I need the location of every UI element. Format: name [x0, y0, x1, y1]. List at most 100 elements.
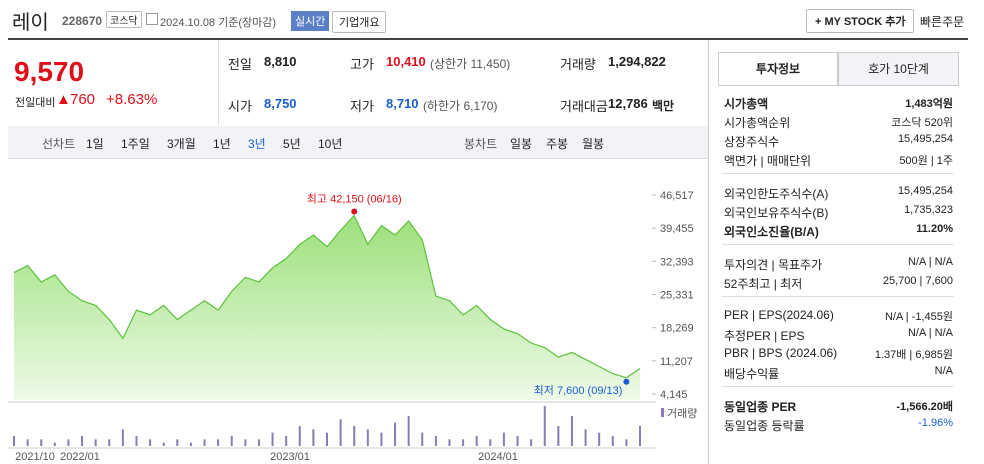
company-button[interactable]: 기업개요 — [332, 11, 387, 33]
volume-bar — [394, 422, 397, 446]
y-tick-label: 11,207 — [660, 356, 693, 368]
volume-bar — [380, 432, 383, 446]
candle-option[interactable]: 일봉 — [510, 137, 533, 151]
period-option[interactable]: 1년 — [213, 137, 231, 151]
period-option[interactable]: 1일 — [86, 137, 104, 151]
volume-bar — [203, 439, 206, 446]
market-badge: 코스닥 — [106, 11, 142, 28]
y-tick-label: 39,455 — [660, 223, 694, 235]
candle-option[interactable]: 월봉 — [582, 137, 605, 151]
line-chart-label: 선차트 — [42, 137, 76, 151]
volume-bar — [257, 439, 260, 446]
volume-bar — [639, 426, 641, 446]
volume-bar — [502, 432, 505, 446]
stat-value: 12,786 — [608, 96, 648, 111]
volume-bar — [285, 436, 288, 446]
volume-bar — [298, 426, 301, 446]
info-value: 1.37배 | 6,985원 — [874, 349, 953, 361]
volume-bar — [570, 416, 573, 446]
volume-bar — [244, 439, 247, 446]
volume-bar — [353, 426, 356, 446]
volume-bar — [40, 439, 43, 446]
stock-name: 레이 — [12, 12, 49, 34]
high-label: 최고 42,150 (06/16) — [307, 193, 402, 206]
volume-bar — [13, 436, 15, 446]
info-value: N/A | N/A — [907, 327, 953, 339]
info-label: 배당수익률 — [724, 367, 780, 381]
divider — [218, 40, 219, 126]
stat-label: 저가 — [350, 99, 374, 114]
volume-bar — [475, 436, 478, 446]
stat-value: 1,294,822 — [608, 54, 666, 69]
change-pct: +8.63% — [106, 91, 158, 108]
period-option[interactable]: 3년 — [248, 137, 266, 151]
volume-bar — [598, 432, 601, 446]
volume-bar — [217, 439, 220, 446]
change: 760 — [70, 91, 96, 108]
info-label: 시가총액 — [724, 97, 769, 111]
info-label: 외국인소진율(B/A) — [724, 225, 819, 239]
period-option[interactable]: 1주일 — [121, 137, 150, 151]
info-label: 추정PER | EPS — [724, 329, 805, 343]
x-tick-label: 2024/01 — [478, 451, 518, 463]
low-label: 최저 7,600 (09/13) — [534, 384, 623, 397]
volume-bar — [162, 442, 165, 446]
volume-bar — [312, 429, 315, 446]
info-tab[interactable]: 호가 10단계 — [838, 52, 959, 86]
info-value: N/A | -1,455원 — [884, 311, 953, 323]
period-option[interactable]: 3개월 — [167, 137, 196, 151]
price-chart: 4,145 11,207 18,269 25,331 32,393 39,455 46,51… — [8, 190, 697, 463]
stat-value: 8,810 — [264, 54, 297, 69]
info-separator — [722, 173, 954, 174]
volume-bar — [149, 439, 152, 446]
divider — [708, 40, 709, 464]
volume-bar — [625, 439, 628, 446]
calendar-icon — [146, 13, 158, 25]
volume-bar — [434, 436, 437, 446]
period-option[interactable]: 10년 — [318, 137, 343, 151]
info-value: 1,735,323 — [904, 204, 953, 216]
volume-bar — [421, 432, 424, 446]
stat-value: 8,750 — [264, 96, 297, 111]
mystock-button[interactable]: + MY STOCK 추가 — [806, 9, 915, 33]
price: 9,570 — [14, 56, 85, 87]
candle-option[interactable]: 주봉 — [546, 137, 569, 151]
info-value: 500원 | 1주 — [899, 155, 953, 167]
volume-legend: 거래량 — [667, 407, 697, 420]
volume-legend-swatch — [661, 408, 664, 417]
info-label: 투자의견 | 목표주가 — [724, 258, 823, 272]
volume-bar — [339, 419, 342, 446]
volume-bar — [176, 439, 179, 446]
volume-bar — [53, 442, 56, 446]
candle-chart-label: 봉차트 — [464, 137, 498, 151]
period-option[interactable]: 5년 — [283, 137, 301, 151]
quick-order[interactable]: 빠른주문 — [920, 15, 965, 29]
y-tick-label: 18,269 — [660, 323, 694, 335]
info-value: N/A | N/A — [907, 256, 953, 268]
volume-bar — [230, 436, 233, 446]
info-label: 동일업종 PER — [724, 400, 797, 414]
volume-bar — [489, 439, 492, 446]
volume-bar — [326, 432, 328, 446]
y-tick-label: 46,517 — [660, 190, 694, 202]
divider — [8, 38, 968, 40]
info-label: 외국인보유주식수(B) — [724, 206, 829, 220]
volume-bar — [108, 439, 111, 446]
y-tick-label: 4,145 — [660, 389, 688, 401]
volume-bar — [121, 429, 124, 446]
info-label: PBR | BPS (2024.06) — [724, 346, 838, 360]
low-marker — [623, 378, 630, 385]
info-tab[interactable]: 투자정보 — [718, 52, 838, 86]
stock-code: 228670 — [62, 14, 103, 28]
volume-bar — [584, 429, 587, 446]
info-separator — [722, 386, 954, 387]
volume-bar — [366, 429, 369, 446]
stat-label: 전일 — [228, 57, 252, 72]
volume-bar — [516, 436, 519, 446]
realtime-button[interactable]: 실시간 — [291, 11, 330, 31]
info-value: 1,483억원 — [905, 98, 953, 110]
volume-bar — [462, 439, 465, 446]
info-label: PER | EPS(2024.06) — [724, 308, 834, 322]
info-value: 15,495,254 — [897, 133, 953, 145]
info-value: 25,700 | 7,600 — [882, 275, 953, 287]
